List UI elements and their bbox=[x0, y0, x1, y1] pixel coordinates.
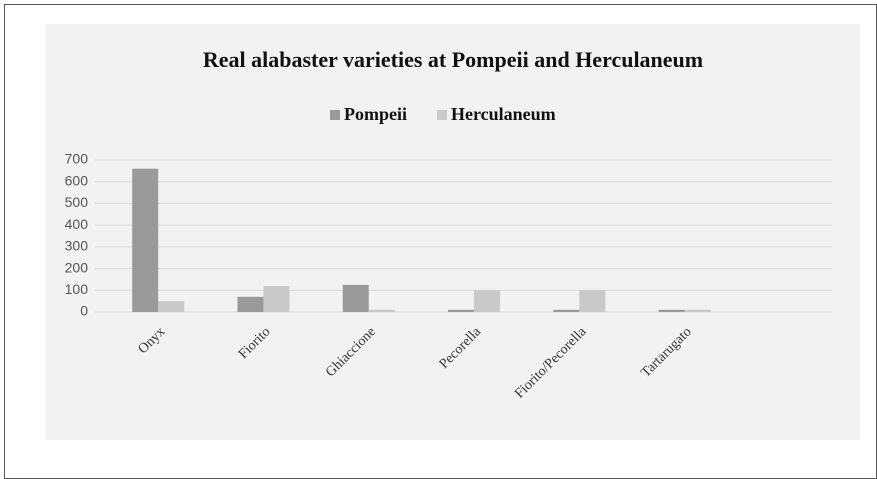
bar bbox=[448, 309, 475, 312]
y-tick-label: 600 bbox=[65, 172, 89, 188]
y-tick-label: 300 bbox=[65, 238, 89, 254]
bar bbox=[658, 309, 685, 312]
bar bbox=[553, 309, 580, 312]
bar bbox=[579, 290, 606, 312]
bar bbox=[342, 284, 369, 312]
legend-swatch bbox=[330, 110, 340, 120]
y-tick-label: 700 bbox=[65, 151, 89, 167]
chart-title: Real alabaster varieties at Pompeii and … bbox=[203, 47, 703, 72]
y-tick-label: 100 bbox=[65, 281, 89, 297]
bar bbox=[158, 301, 185, 312]
bar bbox=[684, 309, 711, 312]
chart-area bbox=[45, 24, 860, 440]
bar bbox=[237, 296, 264, 312]
bar bbox=[368, 309, 395, 312]
y-tick-label: 0 bbox=[80, 303, 88, 319]
legend-label: Herculaneum bbox=[451, 104, 556, 124]
y-tick-label: 500 bbox=[65, 194, 89, 210]
legend-swatch bbox=[437, 110, 447, 120]
bar bbox=[263, 285, 290, 312]
bar bbox=[474, 290, 501, 312]
bar bbox=[132, 168, 159, 312]
y-tick-label: 200 bbox=[65, 259, 89, 275]
legend-label: Pompeii bbox=[344, 104, 407, 124]
y-tick-label: 400 bbox=[65, 216, 89, 232]
